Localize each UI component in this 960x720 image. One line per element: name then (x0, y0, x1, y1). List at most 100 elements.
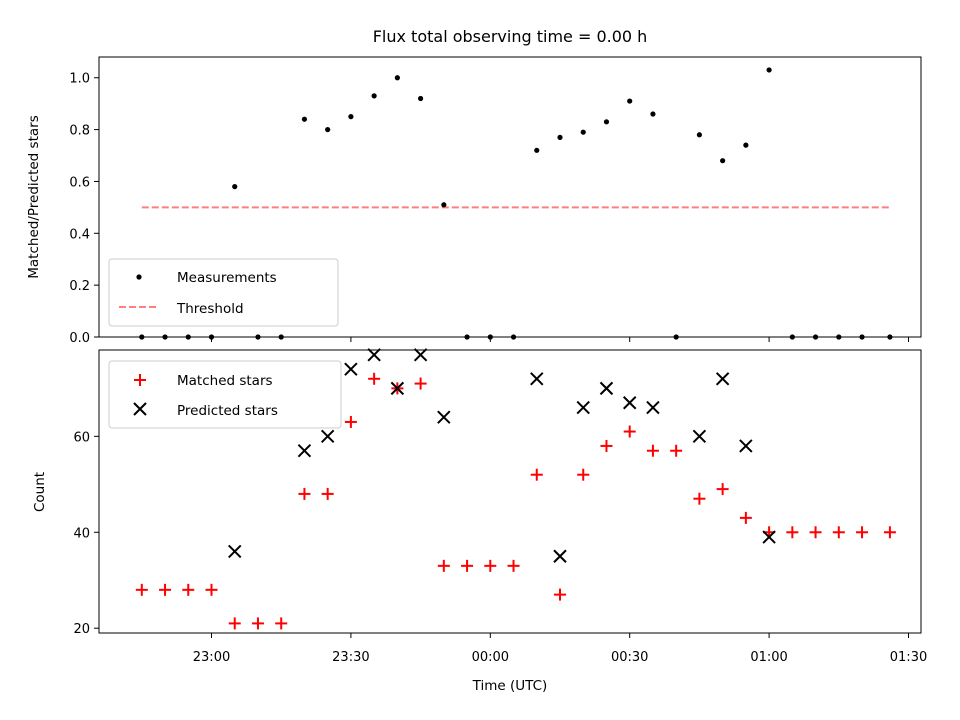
measurement-point (394, 75, 400, 81)
matched-star-point (646, 444, 659, 457)
legend-matched-stars-marker (134, 374, 146, 386)
measurement-point (696, 132, 703, 138)
predicted-star-point (553, 549, 567, 563)
legend-measurements-label: Measurements (177, 270, 277, 286)
matched-star-point (832, 526, 845, 539)
measurement-point (464, 334, 470, 340)
legend-measurements-marker (136, 274, 142, 280)
top-ytick-label: 0.8 (69, 124, 90, 139)
measurement-point (162, 334, 168, 340)
bottom-ytick-label: 60 (73, 430, 90, 445)
measurement-point (766, 67, 772, 73)
matched-star-point (530, 468, 543, 481)
predicted-star-point (367, 348, 381, 362)
predicted-star-point (390, 381, 405, 396)
predicted-star-point (320, 429, 335, 444)
bottom-panel: Count Time (UTC) 20 40 60 23:00 23:30 00:00 0… (32, 348, 927, 694)
matched-star-point (883, 526, 896, 539)
predicted-star-point (692, 429, 707, 444)
measurement-point (348, 114, 354, 120)
measurement-point (418, 95, 424, 102)
legend-matched-stars-label: Matched stars (177, 373, 273, 389)
top-ytick-label: 0.2 (69, 279, 90, 294)
matched-star-point (461, 559, 474, 572)
bottom-axes-frame (98, 349, 922, 634)
measurement-point (627, 98, 633, 104)
measurement-point (139, 334, 145, 340)
top-axes-frame (98, 56, 922, 338)
matched-star-point (251, 617, 264, 630)
matched-star-point (344, 415, 357, 428)
bottom-xtick-label: 01:00 (750, 650, 787, 665)
top-legend: Measurements Threshold (108, 258, 339, 327)
bottom-xtick-label: 23:30 (332, 650, 369, 665)
predicted-star-point (762, 530, 776, 544)
top-ytick-label: 0.0 (69, 331, 90, 346)
measurement-point (650, 111, 656, 117)
matched-star-point (182, 583, 195, 596)
matched-star-point (205, 583, 218, 596)
bottom-xtick-label: 23:00 (193, 650, 230, 665)
matched-star-point (437, 559, 450, 572)
matched-star-point (414, 377, 427, 390)
top-ytick-label: 0.4 (69, 227, 90, 242)
predicted-star-point (622, 396, 637, 410)
measurement-point (603, 119, 610, 125)
predicted-star-point (530, 372, 544, 386)
predicted-star-point (715, 372, 730, 386)
measurement-point (301, 116, 308, 122)
measurement-point (255, 334, 261, 340)
bottom-ytick-label: 40 (73, 526, 90, 541)
bottom-x-ticks: 23:00 23:30 00:00 00:30 01:00 01:30 (193, 633, 927, 665)
matched-star-point (693, 492, 706, 505)
bottom-xtick-label: 00:30 (611, 650, 648, 665)
legend-threshold-label: Threshold (176, 301, 244, 317)
matched-star-point (600, 439, 613, 452)
bottom-legend: Matched stars Predicted stars (108, 360, 342, 429)
matched-star-point (275, 617, 288, 630)
matched-star-point (856, 526, 869, 539)
matched-star-point (321, 487, 334, 500)
matched-star-point (228, 617, 241, 630)
predicted-star-point (413, 348, 428, 362)
matched-star-point (786, 526, 799, 539)
predicted-star-point (646, 400, 660, 415)
measurement-point (812, 334, 819, 340)
measurement-point (441, 202, 447, 208)
top-y-ticks: 0.0 0.2 0.4 0.6 0.8 1.0 (69, 72, 99, 346)
matched-star-point (135, 583, 148, 596)
predicted-star-point (599, 381, 614, 396)
predicted-star-point (437, 410, 451, 424)
measurement-point (325, 126, 331, 133)
matched-star-point (623, 425, 636, 438)
bottom-xtick-label: 00:00 (472, 650, 509, 665)
bottom-x-axis-label: Time (UTC) (472, 678, 548, 694)
predicted-star-point (739, 439, 753, 453)
matched-star-point (368, 372, 381, 385)
matched-star-point (577, 468, 590, 481)
measurement-point (743, 142, 749, 148)
legend-predicted-stars-label: Predicted stars (177, 403, 278, 419)
matched-star-point (809, 526, 822, 539)
measurement-point (278, 334, 284, 340)
matched-star-point (670, 444, 683, 457)
matched-star-point (739, 511, 752, 524)
measurement-point (887, 334, 893, 340)
top-panel: Matched/Predicted stars 0.0 0.2 0.4 0.6 0.8 1… (26, 56, 922, 346)
predicted-star-point (297, 444, 312, 458)
bottom-legend-box (108, 360, 342, 429)
measurement-point (720, 158, 726, 164)
measurement-point (487, 334, 493, 340)
predicted-star-point (344, 362, 358, 376)
top-ytick-label: 0.6 (69, 175, 90, 190)
measurement-point (534, 147, 540, 153)
top-y-axis-label: Matched/Predicted stars (26, 115, 42, 278)
bottom-y-axis-label: Count (32, 472, 48, 512)
measurement-point (859, 334, 865, 340)
measurement-point (557, 134, 563, 140)
matched-star-point (716, 483, 729, 496)
measurement-point (185, 334, 191, 340)
measurement-point (510, 334, 517, 340)
